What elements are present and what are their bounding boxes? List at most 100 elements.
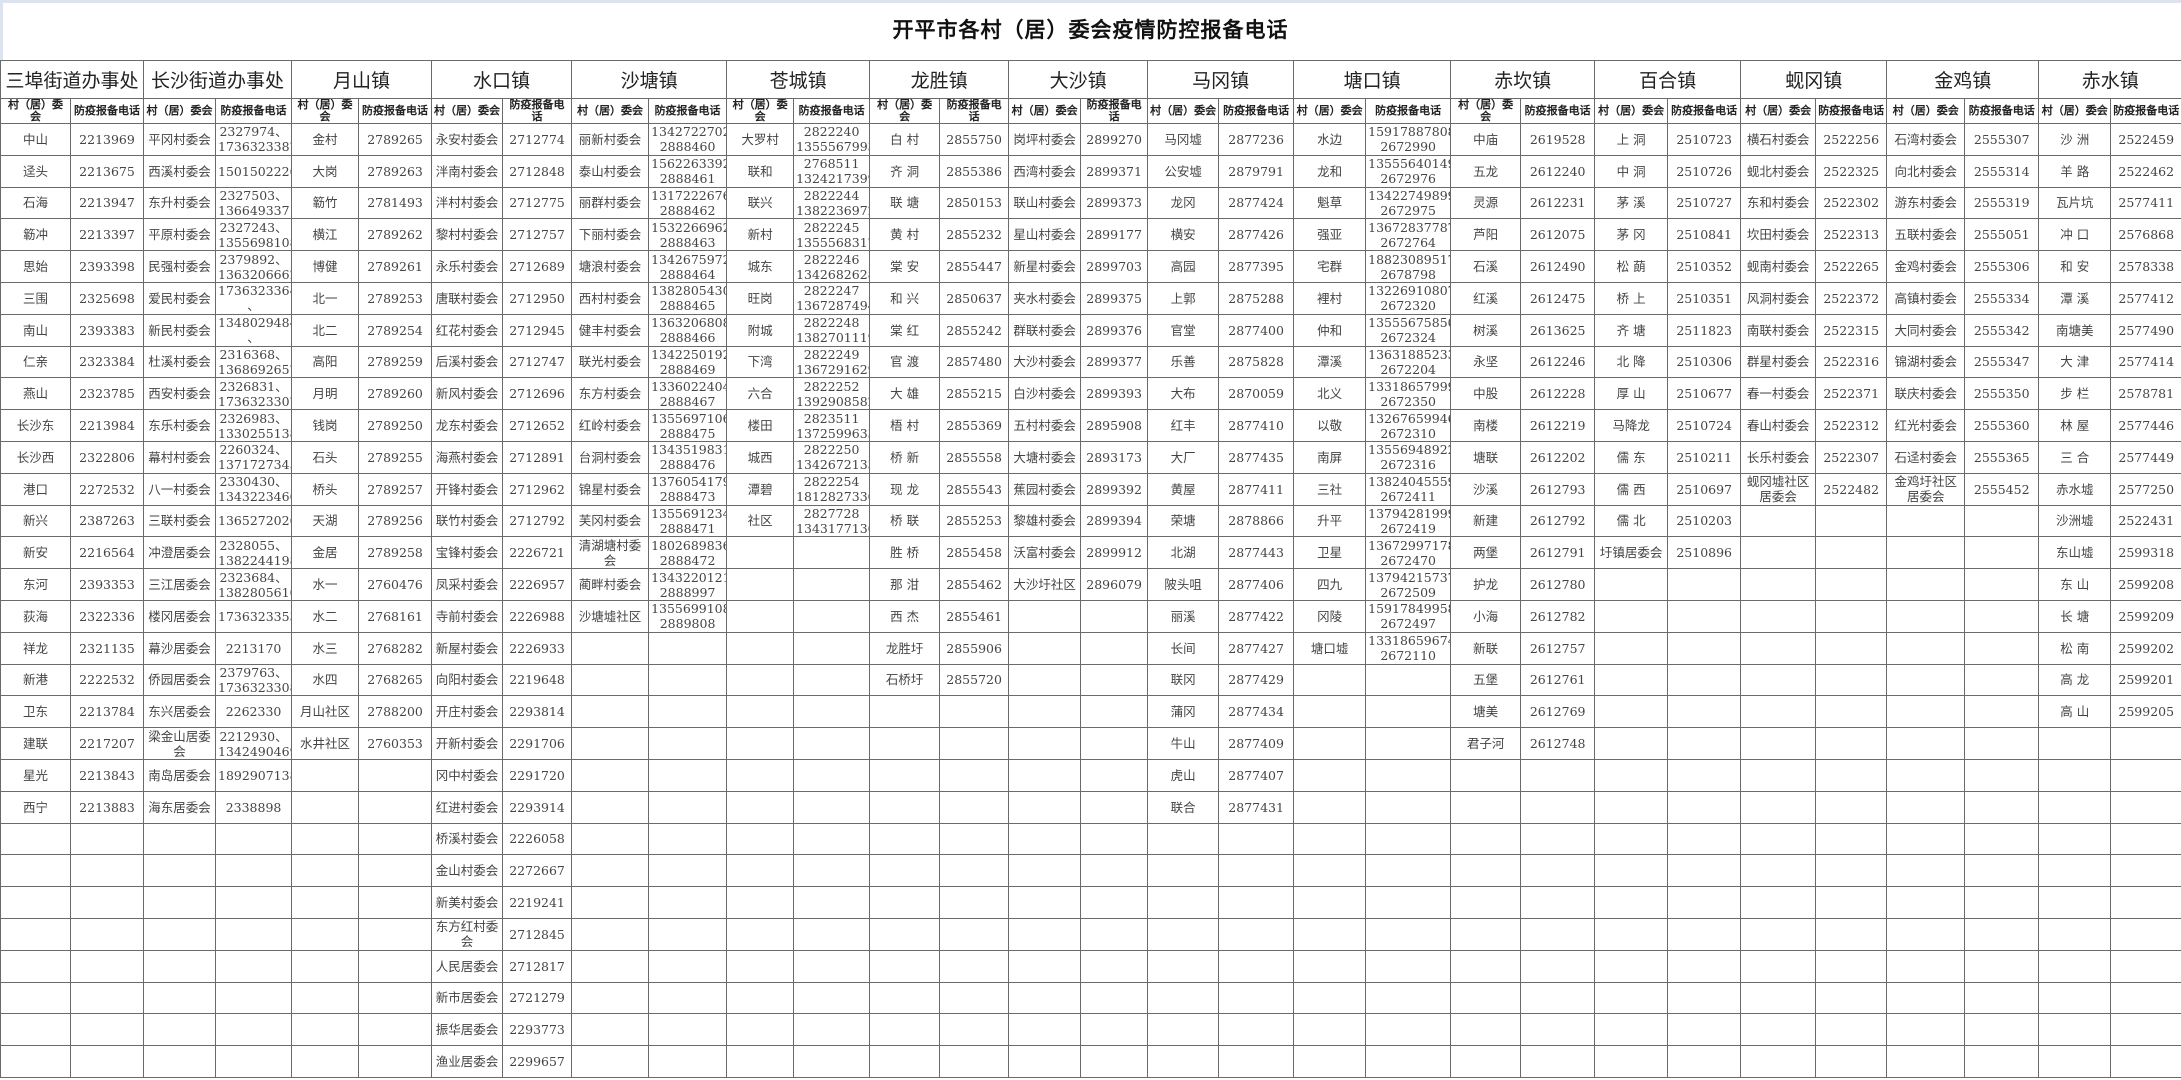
committee-name-cell: 南岛居委会 — [143, 758, 217, 792]
phone-cell: 2895908 — [1080, 409, 1149, 442]
committee-name-cell: 白沙村委会 — [1008, 377, 1082, 411]
phone-cell: 2789253 — [358, 281, 433, 315]
committee-name-cell: 大罗村 — [726, 123, 795, 156]
committee-name-cell: 松 南 — [2038, 631, 2112, 665]
phone-cell — [1218, 1045, 1295, 1078]
phone-cell — [793, 854, 871, 888]
committee-name-cell: 石桥圩 — [869, 663, 941, 697]
committee-name-cell: 西溪村委会 — [143, 154, 217, 188]
committee-name-cell: 宅群 — [1293, 250, 1367, 283]
committee-name-cell: 那 泔 — [869, 568, 941, 601]
phone-cell: 13422501920 2888469 — [648, 345, 728, 379]
committee-name-cell: 冲 口 — [2038, 218, 2112, 252]
phone-cell — [1218, 1013, 1295, 1047]
committee-name-cell: 水四 — [291, 663, 360, 697]
committee-name-cell — [1886, 727, 1966, 760]
committee-name-cell: 棠 红 — [869, 313, 941, 347]
table-row: 桥溪村委会 2226058 — [0, 822, 2181, 856]
committee-name-cell: 红丰 — [1147, 409, 1220, 442]
phone-cell — [69, 1013, 145, 1047]
phone-cell: 2555347 — [1964, 345, 2040, 379]
phone-cell — [215, 854, 293, 888]
phone-cell: 2877409 — [1218, 727, 1295, 760]
committee-name-cell — [143, 981, 217, 1015]
phone-cell: 2899371 — [1080, 154, 1149, 188]
table-row: 金山村委会 2272667 — [0, 854, 2181, 888]
committee-name-cell: 新风村委会 — [431, 377, 504, 411]
town-header: 大沙镇 — [1008, 60, 1149, 99]
committee-name-cell: 新星村委会 — [1008, 250, 1082, 283]
committee-name-cell: 灵源 — [1450, 186, 1522, 220]
committee-name-cell — [1740, 1013, 1817, 1047]
phone-cell — [1365, 1045, 1452, 1078]
committee-name-cell: 侨园居委会 — [143, 663, 217, 697]
phone-cell: 17363233643 、 — [215, 281, 293, 315]
committee-name-cell: 中股 — [1450, 377, 1522, 411]
committee-name-cell — [726, 536, 795, 570]
committee-name-cell: 桥 新 — [869, 440, 941, 474]
phone-cell — [1815, 504, 1888, 538]
phone-cell: 2260324、 13717273455 — [215, 440, 293, 474]
phone-cell: 2555319 — [1964, 186, 2040, 220]
phone-cell: 2217207 — [69, 727, 145, 760]
committee-name-cell: 永坚 — [1450, 345, 1522, 379]
phone-cell: 2612757 — [1520, 631, 1596, 665]
committee-name-cell: 树溪 — [1450, 313, 1522, 347]
committee-name-cell — [571, 949, 650, 983]
committee-name-cell: 五龙 — [1450, 154, 1522, 188]
committee-name-cell: 丽溪 — [1147, 599, 1220, 633]
committee-name-cell: 陂头咀 — [1147, 568, 1220, 601]
phone-cell: 2325698 — [69, 281, 145, 315]
phone-cell: 2877411 — [1218, 472, 1295, 506]
phone-cell: 2721279 — [502, 981, 573, 1015]
phone-cell: 2393398 — [69, 250, 145, 283]
town-header: 水口镇 — [431, 60, 573, 99]
phone-cell — [1815, 1045, 1888, 1078]
phone-cell: 2599318 — [2110, 536, 2181, 570]
committee-name-cell: 蔺畔村委会 — [571, 568, 650, 601]
committee-name-cell — [1740, 599, 1817, 633]
phone-cell — [1218, 981, 1295, 1015]
phone-cell: 2555350 — [1964, 377, 2040, 411]
committee-name-cell: 新兴 — [0, 504, 71, 538]
phone-cell: 13824045559， 2672411 — [1365, 472, 1452, 506]
committee-name-cell: 幕村村委会 — [143, 440, 217, 474]
phone-cell — [1964, 631, 2040, 665]
committee-name-cell: 塘美 — [1450, 695, 1522, 729]
committee-name-cell — [1450, 917, 1522, 951]
committee-name-cell — [726, 886, 795, 919]
committee-column-header: 村（居）委会 — [1594, 98, 1669, 124]
phone-cell — [1815, 631, 1888, 665]
phone-cell: 2712891 — [502, 440, 573, 474]
committee-name-cell: 联 塘 — [869, 186, 941, 220]
phone-cell: 2855215 — [939, 377, 1010, 411]
phone-cell: 2789265 — [358, 123, 433, 156]
committee-name-cell — [291, 886, 360, 919]
committee-name-cell — [1886, 886, 1966, 919]
phone-cell — [939, 790, 1010, 824]
phone-cell: 2612791 — [1520, 536, 1596, 570]
phone-cell: 2789259 — [358, 345, 433, 379]
committee-name-cell: 五堡 — [1450, 663, 1522, 697]
phone-cell: 2899373 — [1080, 186, 1149, 220]
committee-name-cell: 六合 — [726, 377, 795, 411]
committee-name-cell: 泮村村委会 — [431, 186, 504, 220]
committee-name-cell — [869, 949, 941, 983]
phone-cell: 13672997178， 2672470 — [1365, 536, 1452, 570]
phone-cell — [1964, 1013, 2040, 1047]
phone-cell: 2213883 — [69, 790, 145, 824]
phone-cell — [1520, 886, 1596, 919]
phone-column-header: 防疫报备电话 — [939, 98, 1010, 124]
committee-name-cell — [2038, 790, 2112, 824]
phone-cell — [1080, 599, 1149, 633]
phone-cell: 2599209 — [2110, 599, 2181, 633]
committee-name-cell — [571, 695, 650, 729]
phone-column-header: 防疫报备电话 — [358, 98, 433, 124]
committee-name-cell: 卫东 — [0, 695, 71, 729]
phone-cell — [793, 695, 871, 729]
committee-column-header: 村（居）委会 — [1450, 98, 1522, 124]
committee-name-cell: 潭溪 — [1293, 345, 1367, 379]
committee-name-cell: 高 山 — [2038, 695, 2112, 729]
committee-name-cell — [1147, 854, 1220, 888]
phone-cell: 2338898 — [215, 790, 293, 824]
